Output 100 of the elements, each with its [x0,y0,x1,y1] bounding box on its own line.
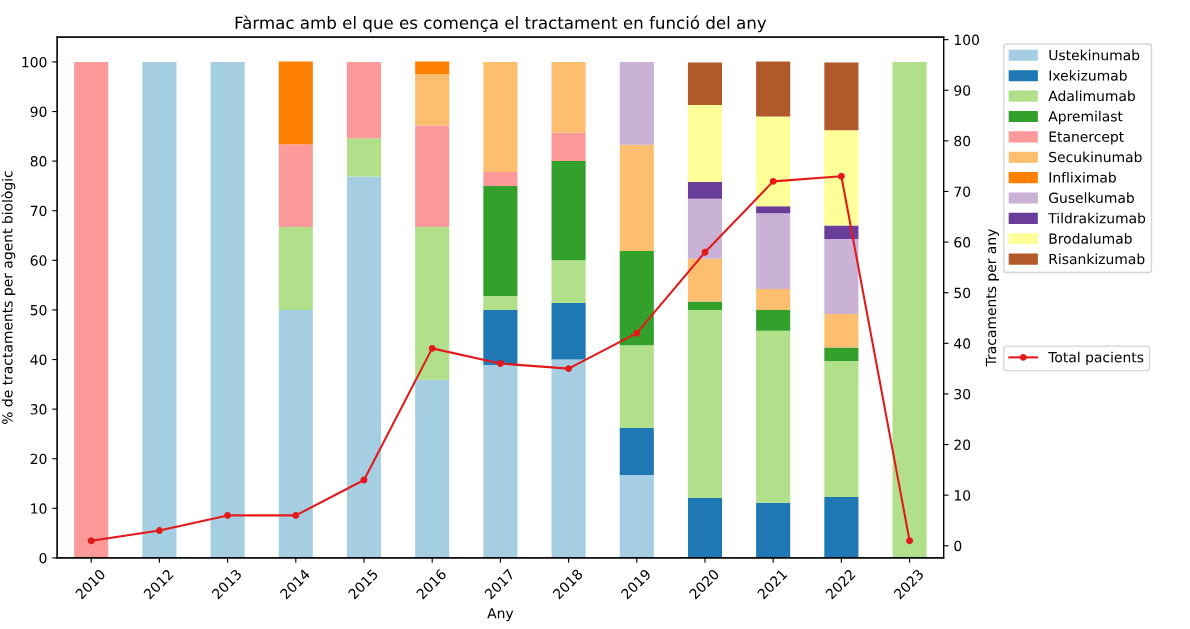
bar [551,132,586,162]
bar [483,61,518,173]
bar [619,144,654,251]
point [155,527,163,535]
bar [892,61,927,558]
point [906,537,914,545]
bar [824,62,859,131]
y-axis-title: % de tractaments per agent biològic [1,171,16,424]
y-tick-label: 40 [30,354,47,365]
bar [346,138,382,177]
legend-label: Apremilast [1048,110,1123,125]
bar [824,347,859,362]
bar [824,361,859,497]
y2-tick-label: 30 [954,388,971,400]
bar [619,427,654,476]
y2-tick-label: 70 [954,186,971,197]
bar [278,309,313,558]
bar [824,130,859,226]
bar [687,301,723,310]
bar [619,61,654,145]
bar [415,125,450,228]
bar [483,364,518,558]
bar [687,62,723,106]
bar [619,475,654,558]
y2-tick-label: 60 [954,237,971,248]
bar [687,105,723,182]
y2-tick-label: 20 [954,439,971,451]
point [292,511,300,519]
y-tick-label: 20 [30,453,47,465]
y2-tick-label: 80 [954,135,971,147]
y2-tick-label: 100 [954,34,979,46]
legend-label: Risankizumab [1049,253,1145,265]
bar [824,225,859,239]
bar [756,206,791,214]
y2-axis-title: Tracaments per any [985,229,999,367]
point [224,511,232,519]
bar [483,185,518,297]
bar [142,61,177,558]
bar [551,359,586,558]
bar [278,144,313,228]
bar [756,61,791,117]
y-tick-label: 90 [30,106,47,117]
legend-label: Ixekizumab [1049,70,1127,81]
bar [687,198,723,259]
bar [687,258,723,302]
bar [756,213,791,290]
bar [619,250,654,346]
bar [687,497,723,558]
chart-title: Fàrmac amb el que es comença el tractament en funció del any [235,15,767,33]
bar [74,61,109,558]
bar [415,227,450,380]
bar [756,502,791,558]
legend-label: Infliximab [1049,171,1116,183]
bar [278,227,313,310]
point [837,172,845,180]
y-tick-label: 0 [39,552,47,564]
bar [824,313,859,348]
y-tick-label: 10 [31,503,47,514]
bar [551,302,586,360]
bar [415,379,450,558]
bar [483,172,518,186]
point [87,537,95,545]
point [565,365,573,373]
legend-label: Total pacients [1048,351,1144,366]
bar [551,61,586,133]
bar [346,61,382,139]
bar [551,260,586,303]
bar [551,161,586,261]
y2-tick-label: 10 [954,490,971,501]
bar [415,74,450,126]
legend-label: Etanercept [1049,131,1124,145]
y-tick-label: 50 [30,304,47,316]
bar [687,181,723,199]
bar [687,309,723,498]
y2-tick-label: 0 [954,540,962,552]
bar [483,309,518,365]
y2-tick-label: 40 [954,338,971,349]
point [701,248,709,256]
point [633,329,641,337]
bar [619,345,654,428]
point [496,360,504,368]
y-tick-label: 80 [30,156,47,167]
y2-tick-label: 50 [954,287,971,299]
legend-label: Guselkumab [1049,192,1134,204]
y-tick-label: 100 [22,56,47,68]
bar [824,496,859,558]
point [769,177,777,185]
legend-label: Ustekinumab [1049,49,1140,61]
point [428,344,436,352]
x-axis-title: Any [487,608,514,622]
y-tick-label: 60 [30,255,47,266]
bar [210,61,245,558]
bar [483,296,518,310]
legend-label: Adalimumab [1048,90,1135,102]
bar [415,61,450,75]
y-tick-label: 30 [30,404,47,415]
bar [756,116,791,207]
y-tick-label: 70 [30,205,47,217]
legend-label: Tildrakizumab [1048,212,1146,224]
legend-label: Secukinumab [1049,151,1142,163]
